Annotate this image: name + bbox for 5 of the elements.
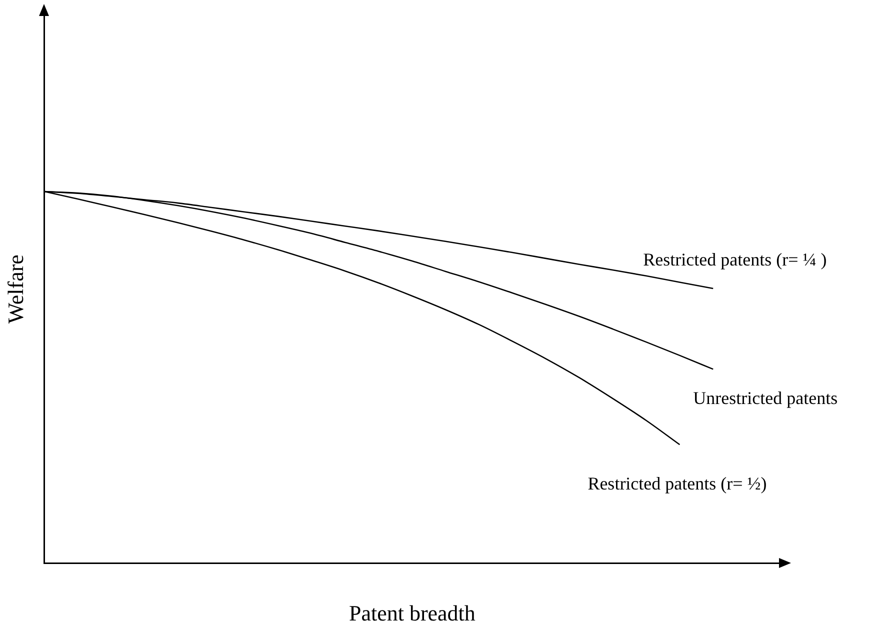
- x-axis-title: Patent breadth: [348, 600, 476, 626]
- text: Restricted patents (r= ½): [588, 473, 767, 494]
- y-axis-title: Welfare: [2, 254, 28, 324]
- series-label: Unrestricted patents: [693, 388, 838, 408]
- series-label: Restricted patents (r= ¼ ): [643, 249, 827, 270]
